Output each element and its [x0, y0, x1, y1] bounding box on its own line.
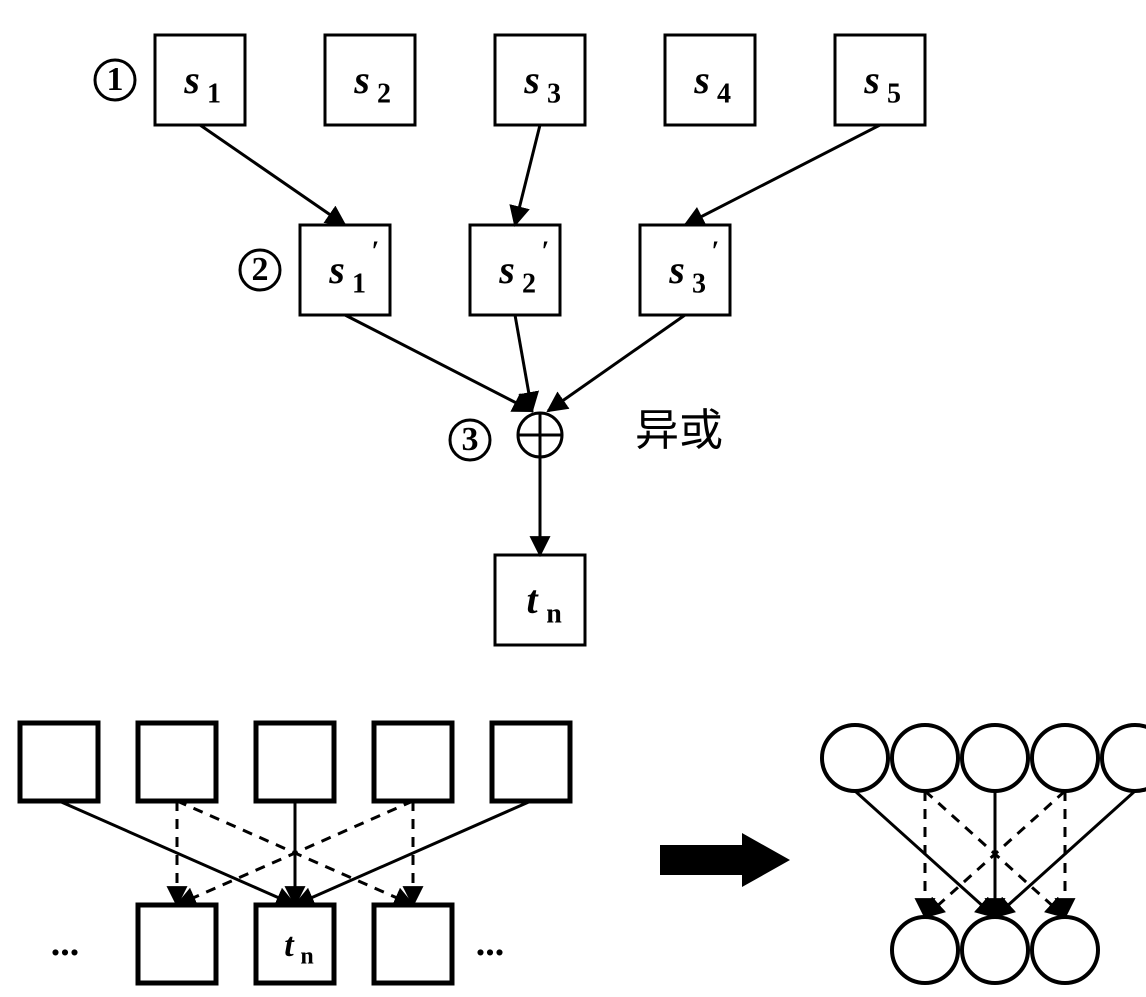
- step-num-3: 3: [462, 421, 479, 458]
- bl-bot-box-1: [256, 905, 334, 983]
- step-num-2: 2: [252, 251, 269, 288]
- s3-box: [495, 35, 585, 125]
- bl-top-box-0: [20, 723, 98, 801]
- br-top-circle-1: [892, 725, 958, 791]
- bl-edge-6: [295, 801, 531, 905]
- edge-sp1-xor: [345, 315, 532, 411]
- sp3-prime: ′: [711, 236, 719, 267]
- step-num-1: 1: [107, 61, 124, 98]
- sp2-label: s: [498, 247, 515, 292]
- s5-label: s: [863, 57, 880, 102]
- edge-sp3-xor: [548, 315, 685, 411]
- sp2-sub: 2: [522, 268, 536, 299]
- s3-sub: 3: [547, 78, 561, 109]
- bl-bot-box-2: [374, 905, 452, 983]
- s5-sub: 5: [887, 78, 901, 109]
- s1-sub: 1: [207, 78, 221, 109]
- edge-sp2-xor: [515, 315, 532, 411]
- sp1-prime: ′: [371, 236, 379, 267]
- sp1-label: s: [328, 247, 345, 292]
- s2-box: [325, 35, 415, 125]
- tn-sub: n: [546, 598, 562, 629]
- s2-sub: 2: [377, 78, 391, 109]
- bl-ellipsis-0: ...: [51, 922, 80, 964]
- br-bot-circle-1: [962, 917, 1028, 983]
- bl-ellipsis-1: ...: [476, 922, 505, 964]
- br-top-circle-2: [962, 725, 1028, 791]
- s1-label: s: [183, 57, 200, 102]
- br-bot-circle-0: [892, 917, 958, 983]
- xor-label: 异或: [635, 406, 723, 455]
- big-arrow-icon: [660, 833, 790, 887]
- bl-bot-box-0: [138, 905, 216, 983]
- tn-box: [495, 555, 585, 645]
- bl-top-box-2: [256, 723, 334, 801]
- s1-box: [155, 35, 245, 125]
- br-top-circle-4: [1102, 725, 1146, 791]
- bl-top-box-4: [492, 723, 570, 801]
- bl-tn-label: t: [284, 927, 295, 964]
- edge-s5-sp3: [685, 125, 880, 225]
- bl-top-box-3: [374, 723, 452, 801]
- br-top-circle-0: [822, 725, 888, 791]
- tn-label: t: [526, 577, 539, 622]
- bl-tn-sub: n: [300, 944, 313, 970]
- s4-label: s: [693, 57, 710, 102]
- s4-box: [665, 35, 755, 125]
- sp1-sub: 1: [352, 268, 366, 299]
- br-bot-circle-2: [1032, 917, 1098, 983]
- s4-sub: 4: [717, 78, 731, 109]
- sp3-sub: 3: [692, 268, 706, 299]
- br-top-circle-3: [1032, 725, 1098, 791]
- sp3-label: s: [668, 247, 685, 292]
- s5-box: [835, 35, 925, 125]
- diagram-canvas: s1s2s3s4s5s1′s2′s3′异或tn123tn......: [0, 0, 1146, 997]
- sp2-prime: ′: [541, 236, 549, 267]
- s2-label: s: [353, 57, 370, 102]
- s3-label: s: [523, 57, 540, 102]
- edge-s3-sp2: [515, 125, 540, 225]
- bl-edge-0: [59, 801, 295, 905]
- edge-s1-sp1: [200, 125, 345, 225]
- bl-top-box-1: [138, 723, 216, 801]
